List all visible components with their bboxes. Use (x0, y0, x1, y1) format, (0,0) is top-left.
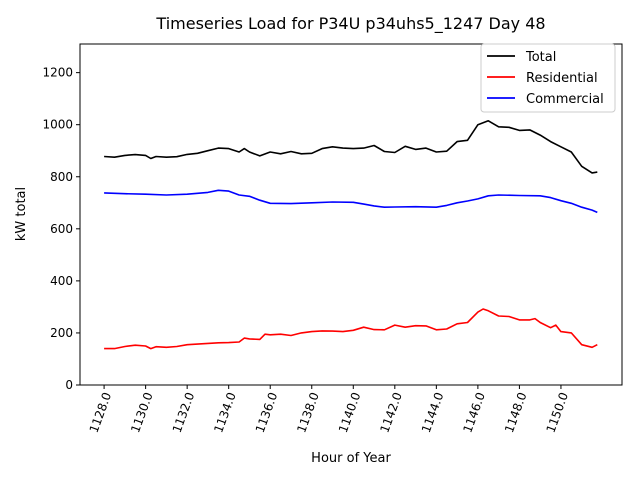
legend-label: Commercial (526, 92, 604, 107)
y-axis-label: kW total (14, 187, 29, 241)
x-tick-label: 1132.0 (170, 390, 198, 434)
series-line-commercial (104, 189, 598, 214)
y-tick-label: 800 (50, 170, 73, 184)
y-tick-label: 1200 (42, 66, 73, 80)
x-tick-label: 1134.0 (211, 390, 239, 434)
series-line-total (104, 120, 598, 174)
x-tick-label: 1148.0 (502, 390, 530, 434)
legend-label: Total (525, 50, 556, 65)
x-tick-label: 1138.0 (294, 390, 322, 434)
y-tick-label: 0 (65, 378, 73, 392)
x-tick-label: 1128.0 (87, 390, 115, 434)
x-tick-label: 1136.0 (253, 390, 281, 434)
y-tick-label: 400 (50, 274, 73, 288)
y-tick-label: 1000 (42, 118, 73, 132)
x-tick-label: 1144.0 (419, 390, 447, 434)
x-tick-label: 1130.0 (128, 390, 156, 434)
x-axis-label: Hour of Year (311, 451, 391, 466)
chart-title: Timeseries Load for P34U p34uhs5_1247 Da… (155, 14, 545, 34)
legend: Total Residential Commercial (480, 43, 616, 113)
x-tick-label: 1150.0 (544, 390, 572, 434)
legend-label: Residential (526, 71, 598, 86)
y-tick-label: 200 (50, 326, 73, 340)
x-tick-label: 1146.0 (460, 390, 488, 434)
legend-box (480, 43, 616, 113)
y-tick-label: 600 (50, 222, 73, 236)
x-tick-label: 1140.0 (336, 390, 364, 434)
x-tick-label: 1142.0 (377, 390, 405, 434)
plot-frame (79, 43, 623, 386)
series-line-residential (104, 308, 598, 350)
